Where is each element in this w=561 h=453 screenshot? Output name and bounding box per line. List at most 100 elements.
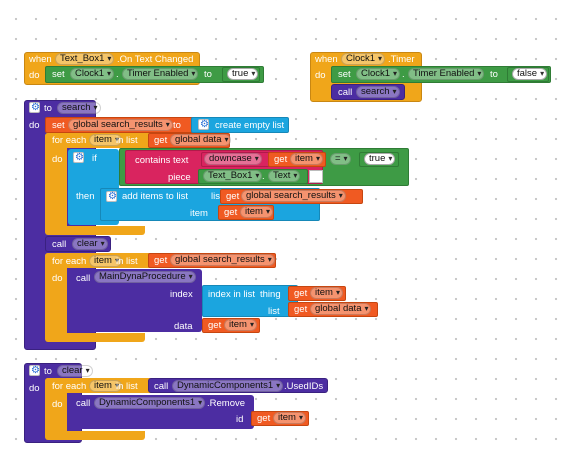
item-dropdown-2[interactable]: item — [240, 206, 273, 218]
property-dropdown-2[interactable]: Timer Enabled — [408, 68, 485, 80]
procedure-name-field-2[interactable]: clear — [57, 365, 93, 377]
then-keyword: then — [76, 191, 95, 202]
do-keyword-7: do — [52, 399, 63, 410]
id-label: id — [236, 414, 244, 425]
mutator-gear-icon[interactable]: ⚙ — [29, 102, 40, 113]
get-keyword-9: get — [257, 413, 271, 424]
property-dropdown[interactable]: Timer Enabled — [122, 68, 199, 80]
contains-text-label: contains text — [135, 155, 189, 166]
item-dropdown[interactable]: item — [290, 153, 323, 165]
call-keyword-2: call — [52, 239, 67, 250]
if-gear-icon[interactable]: ⚙ — [73, 152, 84, 163]
call-keyword-4: call — [154, 381, 169, 392]
when-keyword: when — [29, 54, 52, 65]
clear-proc-dropdown[interactable]: clear — [72, 238, 108, 250]
mutator-gear-icon-2[interactable]: ⚙ — [29, 365, 40, 376]
clock-component-dropdown[interactable]: Clock1 — [341, 53, 386, 65]
procedure-name-field[interactable]: search — [57, 102, 101, 114]
true-dropdown-2[interactable]: true — [364, 153, 396, 165]
remove-label: .Remove — [207, 398, 246, 409]
call-keyword-5: call — [76, 398, 91, 409]
global-data-dropdown-2[interactable]: global data — [310, 303, 372, 315]
false-dropdown[interactable]: false — [512, 68, 548, 80]
downcase-dropdown[interactable]: downcase — [204, 153, 262, 165]
call-keyword-3: call — [76, 273, 91, 284]
in-list-keyword: in list — [116, 135, 138, 146]
list-gear-icon[interactable]: ⚙ — [198, 119, 209, 130]
search-results-dropdown-2[interactable]: global search_results — [170, 254, 275, 266]
get-keyword-4: get — [224, 207, 238, 218]
thing-label: thing — [260, 289, 281, 300]
to-keyword: to — [204, 69, 212, 80]
get-keyword-3: get — [226, 191, 240, 202]
item-dropdown-3[interactable]: item — [310, 287, 343, 299]
empty-socket[interactable] — [309, 170, 323, 183]
set-keyword: set — [52, 69, 65, 80]
in-list-keyword-2: in list — [116, 256, 138, 267]
add-items-label: add items to list — [122, 191, 188, 202]
event-name: .On Text Changed — [117, 54, 194, 65]
search-proc-dropdown[interactable]: search — [356, 86, 400, 98]
in-list-keyword-3: in list — [116, 381, 138, 392]
equals-dropdown[interactable]: = — [330, 153, 351, 165]
call-keyword: call — [338, 87, 353, 98]
clock-dropdown-2[interactable]: Clock1 — [356, 68, 401, 80]
for-each-footer-3 — [45, 431, 145, 440]
for-each-block-2[interactable] — [45, 253, 67, 341]
timer-event-name: .Timer — [388, 54, 415, 65]
add-items-gear-icon[interactable]: ⚙ — [106, 191, 117, 202]
create-empty-list-label: create empty list — [215, 120, 285, 131]
get-keyword-2: get — [274, 154, 288, 165]
for-each-keyword: for each — [52, 135, 87, 146]
do-keyword: do — [29, 70, 40, 81]
item-dropdown-5[interactable]: item — [273, 412, 306, 424]
main-proc-dropdown[interactable]: MainDynaProcedure — [94, 271, 196, 283]
for-each-keyword-2: for each — [52, 256, 87, 267]
item-var-field-3[interactable]: item — [89, 380, 122, 392]
used-ids-label: .UsedIDs — [284, 381, 324, 392]
do-keyword-2: do — [315, 70, 326, 81]
when-keyword-2: when — [315, 54, 338, 65]
for-each-block-3[interactable] — [45, 378, 67, 439]
data-label: data — [174, 321, 193, 332]
index-label: index — [170, 289, 193, 300]
get-keyword-8: get — [208, 320, 222, 331]
list-label: list — [211, 191, 223, 202]
get-keyword: get — [154, 135, 168, 146]
do-keyword-6: do — [29, 383, 40, 394]
text-property-dropdown[interactable]: Text — [268, 170, 301, 182]
dynamic-components-dropdown[interactable]: DynamicComponents1 — [172, 380, 284, 392]
to-keyword-5: to — [44, 366, 52, 377]
dot-separator: . — [116, 69, 119, 80]
textbox-dropdown[interactable]: Text_Box1 — [203, 170, 263, 182]
to-keyword-2: to — [490, 69, 498, 80]
do-keyword-5: do — [52, 273, 63, 284]
global-data-dropdown[interactable]: global data — [170, 134, 232, 146]
search-results-dropdown[interactable]: global search_results — [241, 190, 346, 202]
piece-label: piece — [168, 172, 191, 183]
if-keyword: if — [92, 153, 97, 164]
dynamic-components-dropdown-2[interactable]: DynamicComponents1 — [94, 397, 206, 409]
dot-separator-2: . — [402, 69, 405, 80]
list-label-2: list — [268, 306, 280, 317]
clock-dropdown[interactable]: Clock1 — [70, 68, 115, 80]
dot-separator-3: . — [262, 171, 265, 182]
do-keyword-4: do — [52, 154, 63, 165]
do-keyword-3: do — [29, 120, 40, 131]
item-var-field-2[interactable]: item — [89, 255, 122, 267]
get-keyword-5: get — [154, 255, 168, 266]
get-keyword-7: get — [294, 304, 308, 315]
index-in-list-label: index in list — [208, 289, 255, 300]
true-dropdown[interactable]: true — [227, 68, 259, 80]
set-keyword-3: set — [52, 120, 65, 131]
for-each-keyword-3: for each — [52, 381, 87, 392]
for-each-block[interactable] — [45, 133, 67, 234]
item-dropdown-4[interactable]: item — [224, 319, 257, 331]
item-var-field[interactable]: item — [89, 134, 122, 146]
variable-dropdown[interactable]: global search_results — [68, 119, 173, 131]
index-in-list-block[interactable] — [202, 285, 298, 317]
get-keyword-6: get — [294, 288, 308, 299]
to-keyword-3: to — [44, 103, 52, 114]
component-dropdown-textbox[interactable]: Text_Box1 — [55, 53, 115, 65]
create-empty-list-block[interactable] — [191, 117, 289, 133]
